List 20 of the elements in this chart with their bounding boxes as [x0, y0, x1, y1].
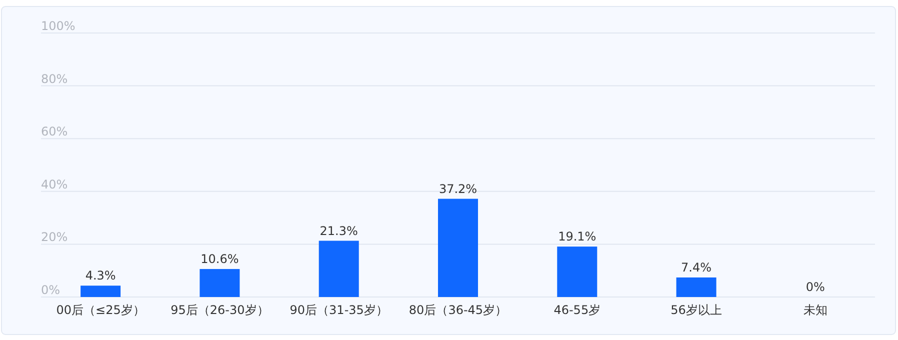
x-tick-label: 95后（26-30岁） [170, 303, 269, 317]
data-label: 0% [806, 280, 825, 294]
x-tick-label: 80后（36-45岁） [408, 303, 508, 317]
x-tick-label: 46-55岁 [554, 303, 601, 317]
data-label: 10.6% [200, 252, 239, 266]
y-tick-label: 80% [41, 72, 68, 86]
x-tick-label: 90后（31-35岁） [290, 303, 388, 317]
data-label: 7.4% [681, 260, 712, 274]
y-tick-label: 100% [41, 19, 76, 33]
y-tick-label: 60% [41, 124, 68, 139]
data-label: 21.3% [320, 224, 358, 238]
x-tick-label: 未知 [803, 303, 828, 317]
y-tick-label: 0% [41, 283, 60, 297]
y-tick-label: 20% [41, 230, 68, 244]
y-tick-label: 40% [41, 177, 68, 192]
x-tick-label: 56岁以上 [670, 303, 722, 317]
data-label: 19.1% [558, 230, 596, 244]
x-tick-label: 00后（≤25岁） [56, 303, 145, 317]
data-label: 37.2% [438, 182, 478, 196]
data-label: 4.3% [85, 268, 116, 283]
